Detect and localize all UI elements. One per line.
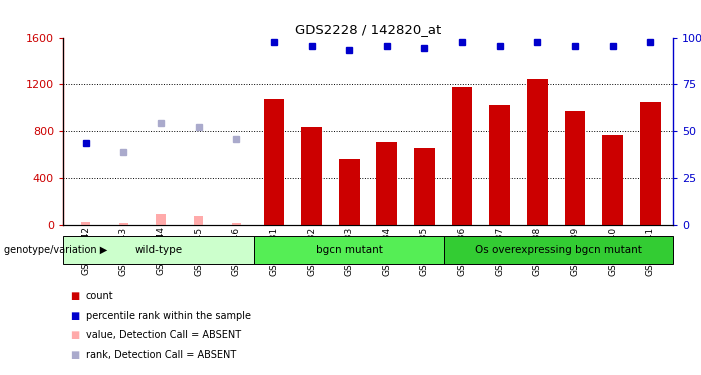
Bar (339, 159, 360, 225)
Bar (231, 223, 241, 225)
Text: ■: ■ (70, 330, 79, 340)
Bar (156, 214, 165, 225)
Title: GDS2228 / 142820_at: GDS2228 / 142820_at (295, 23, 441, 36)
Bar (444, 236, 673, 264)
Bar (63, 236, 254, 264)
Text: genotype/variation ▶: genotype/variation ▶ (4, 245, 107, 255)
Text: ■: ■ (70, 311, 79, 321)
Bar (489, 105, 510, 225)
Bar (194, 216, 203, 225)
Text: rank, Detection Call = ABSENT: rank, Detection Call = ABSENT (86, 350, 236, 360)
Text: percentile rank within the sample: percentile rank within the sample (86, 311, 250, 321)
Text: value, Detection Call = ABSENT: value, Detection Call = ABSENT (86, 330, 240, 340)
Bar (254, 236, 444, 264)
Bar (451, 87, 472, 225)
Text: bgcn mutant: bgcn mutant (315, 245, 383, 255)
Text: ■: ■ (70, 350, 79, 360)
Text: count: count (86, 291, 113, 301)
Text: wild-type: wild-type (135, 245, 182, 255)
Bar (602, 135, 623, 225)
Text: Os overexpressing bgcn mutant: Os overexpressing bgcn mutant (475, 245, 642, 255)
Bar (264, 99, 285, 225)
Bar (414, 148, 435, 225)
Bar (527, 78, 547, 225)
Bar (301, 127, 322, 225)
Text: ■: ■ (70, 291, 79, 301)
Bar (640, 102, 661, 225)
Bar (565, 111, 585, 225)
Bar (376, 142, 397, 225)
Bar (118, 223, 128, 225)
Bar (81, 222, 90, 225)
